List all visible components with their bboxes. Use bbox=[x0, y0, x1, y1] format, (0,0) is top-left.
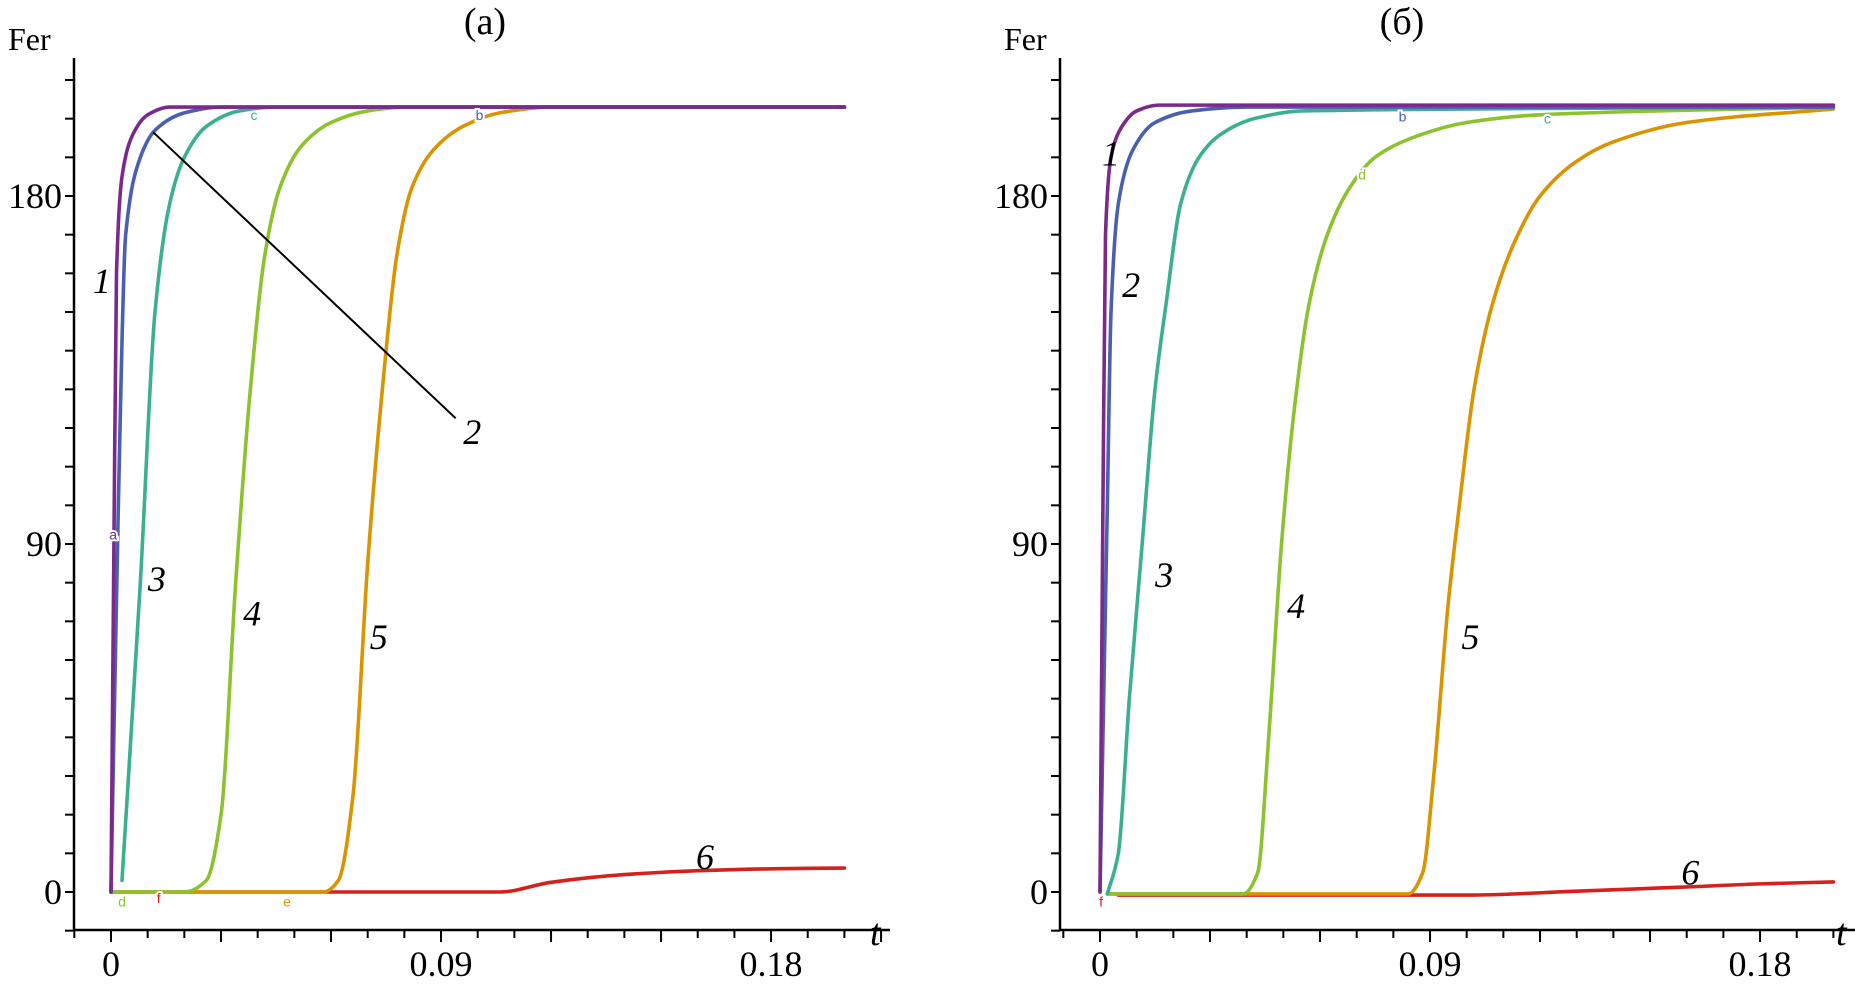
series-line-5 bbox=[1105, 107, 1836, 896]
y-tick-label: 0 bbox=[44, 872, 62, 912]
series-line-5 bbox=[109, 105, 847, 894]
curve-number-label: 4 bbox=[1287, 586, 1305, 626]
curve-number-label: 5 bbox=[1461, 617, 1479, 657]
series-line-2 bbox=[1098, 105, 1836, 894]
series-line-1 bbox=[109, 105, 847, 894]
panel-a: (a) Fer t 0 90 180 0 0.09 0.18 a b c d e f 1 2 3… bbox=[8, 1, 890, 984]
panel-title: (б) bbox=[1380, 1, 1425, 43]
curve-number-label: 1 bbox=[93, 261, 111, 301]
series-marker-label: f bbox=[157, 890, 161, 906]
x-axis-label: t bbox=[870, 912, 882, 954]
x-tick-label: 0.09 bbox=[1399, 944, 1462, 984]
x-tick-label: 0 bbox=[1091, 944, 1109, 984]
curve-number-label: 2 bbox=[1122, 265, 1140, 305]
curve-number-label: 3 bbox=[147, 559, 166, 599]
series-line-6 bbox=[109, 866, 847, 894]
series-marker-label: c bbox=[1544, 111, 1551, 127]
y-axis-label: Fer bbox=[1004, 21, 1047, 57]
curve-number-label: 6 bbox=[696, 837, 714, 877]
curve-number-label: 3 bbox=[1154, 555, 1173, 595]
series-marker-label: d bbox=[1358, 167, 1366, 183]
series-marker-label: a bbox=[109, 526, 117, 542]
series-marker-label: e bbox=[283, 894, 291, 910]
y-tick-label: 180 bbox=[8, 176, 62, 216]
series-marker-label: c bbox=[251, 107, 258, 123]
series-line-3 bbox=[1105, 105, 1836, 896]
series-line-4 bbox=[1105, 105, 1836, 896]
x-tick-label: 0 bbox=[102, 944, 120, 984]
curve-number-label: 6 bbox=[1681, 853, 1699, 893]
y-tick-label: 90 bbox=[26, 524, 62, 564]
y-tick-label: 0 bbox=[1030, 872, 1048, 912]
series-marker-label: b bbox=[476, 107, 484, 123]
x-axis-label: t bbox=[1836, 912, 1848, 954]
series-marker-label: d bbox=[118, 894, 126, 910]
curve-number-label: 4 bbox=[243, 594, 261, 634]
panel-b: (б) Fer t 0 90 180 0 0.09 0.18 b c d f 1 2 3 4 5… bbox=[994, 1, 1855, 984]
curve-number-label: 5 bbox=[370, 617, 388, 657]
series-marker-label: b bbox=[1399, 109, 1407, 125]
series-marker-label: f bbox=[1099, 894, 1103, 910]
x-tick-label: 0.18 bbox=[1729, 944, 1792, 984]
series-line-1 bbox=[1098, 103, 1836, 894]
y-tick-label: 90 bbox=[1012, 524, 1048, 564]
y-tick-label: 180 bbox=[994, 176, 1048, 216]
curve-number-label: 1 bbox=[1102, 133, 1120, 173]
series-line-3 bbox=[120, 105, 847, 883]
series-line-2 bbox=[109, 105, 847, 894]
leader-line bbox=[152, 131, 457, 420]
curve-number-label: 2 bbox=[463, 412, 481, 452]
panel-title: (a) bbox=[464, 1, 506, 43]
y-axis-label: Fer bbox=[8, 21, 51, 57]
x-tick-label: 0.09 bbox=[410, 944, 473, 984]
x-tick-label: 0.18 bbox=[740, 944, 803, 984]
series-line-4 bbox=[109, 105, 847, 894]
